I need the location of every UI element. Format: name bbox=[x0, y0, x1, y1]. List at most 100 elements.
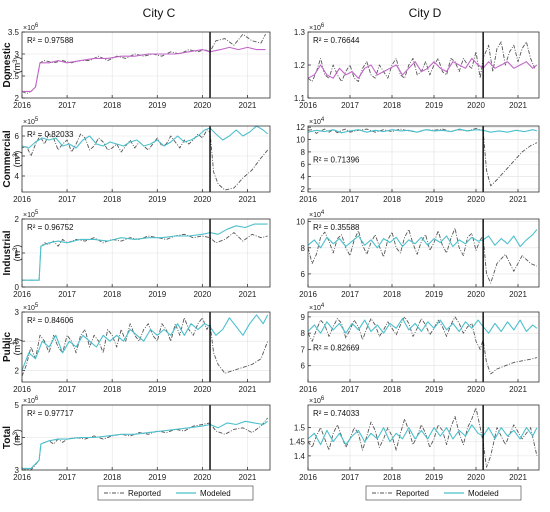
y-tick-label: 8 bbox=[301, 329, 306, 338]
y-tick-label: 1.4 bbox=[294, 452, 306, 461]
y-tick-label: 3 bbox=[15, 50, 20, 59]
x-tick-label: 2020 bbox=[467, 101, 485, 110]
x-tick-label: 2019 bbox=[425, 101, 443, 110]
x-tick-label: 2016 bbox=[299, 195, 317, 204]
y-tick-label: 1.45 bbox=[289, 438, 305, 447]
x-tick-label: 2018 bbox=[383, 473, 401, 482]
x-tick-label: 2021 bbox=[509, 385, 527, 394]
axes-box bbox=[307, 218, 540, 288]
panel-city-d-commercial: 2 4 6 8 10 12 2016 2017 2018 2019 2020 2021 ×104 R² =… bbox=[296, 117, 540, 204]
y-tick-label: 10 bbox=[296, 136, 305, 145]
x-tick-label: 2021 bbox=[239, 195, 257, 204]
series-line-reported-city-c-total bbox=[21, 417, 269, 471]
y-tick-label: 8 bbox=[301, 244, 306, 253]
y-tick-label: 1.2 bbox=[294, 61, 306, 70]
panel-city-d-total: 1.4 1.45 1.5 2016 2017 2018 2019 2020 2021 ×106 R²… bbox=[289, 396, 540, 482]
series-line-modeled-city-c-industrial bbox=[22, 223, 268, 281]
axes-box bbox=[307, 404, 540, 471]
x-tick-label: 2017 bbox=[341, 195, 359, 204]
x-tick-label: 2019 bbox=[148, 195, 166, 204]
row-label-domestic: Domestic bbox=[2, 42, 13, 87]
legend-label-reported: Reported bbox=[128, 489, 161, 498]
axes-box bbox=[21, 31, 271, 99]
x-tick-label: 2016 bbox=[299, 101, 317, 110]
panel-city-c-domestic: 2 2.5 3 3.5 2016 2017 2018 2019 2020 2021 ×106 R² =… bbox=[2, 23, 271, 110]
series-line-modeled-city-d-public bbox=[307, 317, 538, 334]
x-tick-label: 2021 bbox=[239, 101, 257, 110]
axis-exponent: ×106 bbox=[309, 23, 325, 32]
y-tick-label: 10 bbox=[296, 218, 305, 227]
y-tick-label: 2 bbox=[15, 94, 20, 103]
row-label-commercial: Commercial bbox=[2, 130, 13, 187]
legend-city-c: Reported Modeled bbox=[97, 485, 254, 501]
x-tick-label: 2018 bbox=[103, 290, 121, 299]
axis-exponent: ×104 bbox=[309, 210, 325, 219]
panel-city-d-domestic: 1.1 1.2 1.3 2016 2017 2018 2019 2020 2021 ×106 R² … bbox=[294, 23, 540, 110]
series-line-modeled-city-c-total bbox=[22, 420, 269, 469]
axis-exponent: ×106 bbox=[23, 23, 39, 32]
y-tick-label: 9 bbox=[301, 313, 306, 322]
x-tick-label: 2018 bbox=[383, 101, 401, 110]
column-title-city-c: City C bbox=[143, 6, 176, 20]
r2-annotation: R² = 0.74033 bbox=[313, 409, 360, 418]
panel-city-c-commercial: 4 5 6 2016 2017 2018 2019 2020 2021 ×105 R² = 0.82… bbox=[2, 117, 271, 204]
x-tick-label: 2019 bbox=[425, 473, 443, 482]
r2-annotation: R² = 0.96752 bbox=[27, 223, 74, 232]
x-tick-label: 2019 bbox=[425, 290, 443, 299]
x-tick-label: 2017 bbox=[58, 385, 76, 394]
x-tick-label: 2021 bbox=[509, 101, 527, 110]
series-line-reported-city-c-public bbox=[21, 317, 269, 377]
x-tick-label: 2021 bbox=[239, 290, 257, 299]
axis-exponent: ×104 bbox=[309, 117, 325, 126]
x-tick-label: 2018 bbox=[383, 290, 401, 299]
y-tick-label: 2 bbox=[15, 215, 20, 224]
column-title-city-d: City D bbox=[409, 6, 442, 20]
y-tick-label: 1 bbox=[15, 249, 20, 258]
axis-exponent: ×106 bbox=[23, 396, 39, 405]
axes-box bbox=[307, 311, 540, 383]
series-line-modeled-city-c-public bbox=[21, 314, 269, 371]
axis-exponent: ×105 bbox=[23, 210, 39, 219]
x-tick-label: 2020 bbox=[467, 473, 485, 482]
x-tick-label: 2019 bbox=[425, 385, 443, 394]
x-tick-label: 2016 bbox=[13, 101, 31, 110]
y-tick-label: 6 bbox=[301, 160, 306, 169]
y-tick-label: 2.5 bbox=[8, 337, 20, 346]
axes-box bbox=[307, 125, 540, 193]
x-tick-label: 2018 bbox=[103, 101, 121, 110]
legend-box bbox=[97, 485, 254, 501]
x-tick-label: 2017 bbox=[58, 195, 76, 204]
x-tick-label: 2017 bbox=[341, 290, 359, 299]
x-tick-label: 2019 bbox=[148, 473, 166, 482]
series-line-modeled-city-d-commercial bbox=[307, 128, 538, 134]
r2-annotation: R² = 0.76644 bbox=[313, 36, 360, 45]
x-tick-label: 2016 bbox=[299, 473, 317, 482]
r2-annotation: R² = 0.97588 bbox=[27, 36, 74, 45]
series-line-reported-city-d-domestic bbox=[307, 41, 536, 82]
x-tick-label: 2016 bbox=[13, 385, 31, 394]
y-tick-label: 6 bbox=[301, 270, 306, 279]
x-tick-label: 2019 bbox=[148, 385, 166, 394]
y-tick-label: 4 bbox=[15, 434, 20, 443]
y-tick-label: 3 bbox=[15, 466, 20, 475]
legend-label-reported: Reported bbox=[396, 489, 429, 498]
row-label-total: Total bbox=[2, 426, 13, 449]
series-line-modeled-city-c-commercial bbox=[21, 125, 269, 149]
x-tick-label: 2019 bbox=[148, 101, 166, 110]
x-tick-label: 2018 bbox=[383, 385, 401, 394]
y-tick-label: 6 bbox=[15, 132, 20, 141]
x-tick-label: 2018 bbox=[383, 195, 401, 204]
r2-annotation: R² = 0.82033 bbox=[27, 130, 74, 139]
axis-exponent: ×104 bbox=[309, 303, 325, 312]
x-tick-label: 2020 bbox=[193, 101, 211, 110]
row-label-industrial: Industrial bbox=[2, 230, 13, 275]
series-line-reported-city-c-industrial bbox=[22, 232, 268, 281]
x-tick-label: 2019 bbox=[148, 290, 166, 299]
y-tick-label: 4 bbox=[301, 173, 306, 182]
r2-annotation: R² = 0.35588 bbox=[313, 223, 360, 232]
r2-annotation: R² = 0.97717 bbox=[27, 409, 74, 418]
x-tick-label: 2021 bbox=[239, 473, 257, 482]
x-tick-label: 2016 bbox=[13, 473, 31, 482]
y-tick-label: 7 bbox=[301, 345, 306, 354]
